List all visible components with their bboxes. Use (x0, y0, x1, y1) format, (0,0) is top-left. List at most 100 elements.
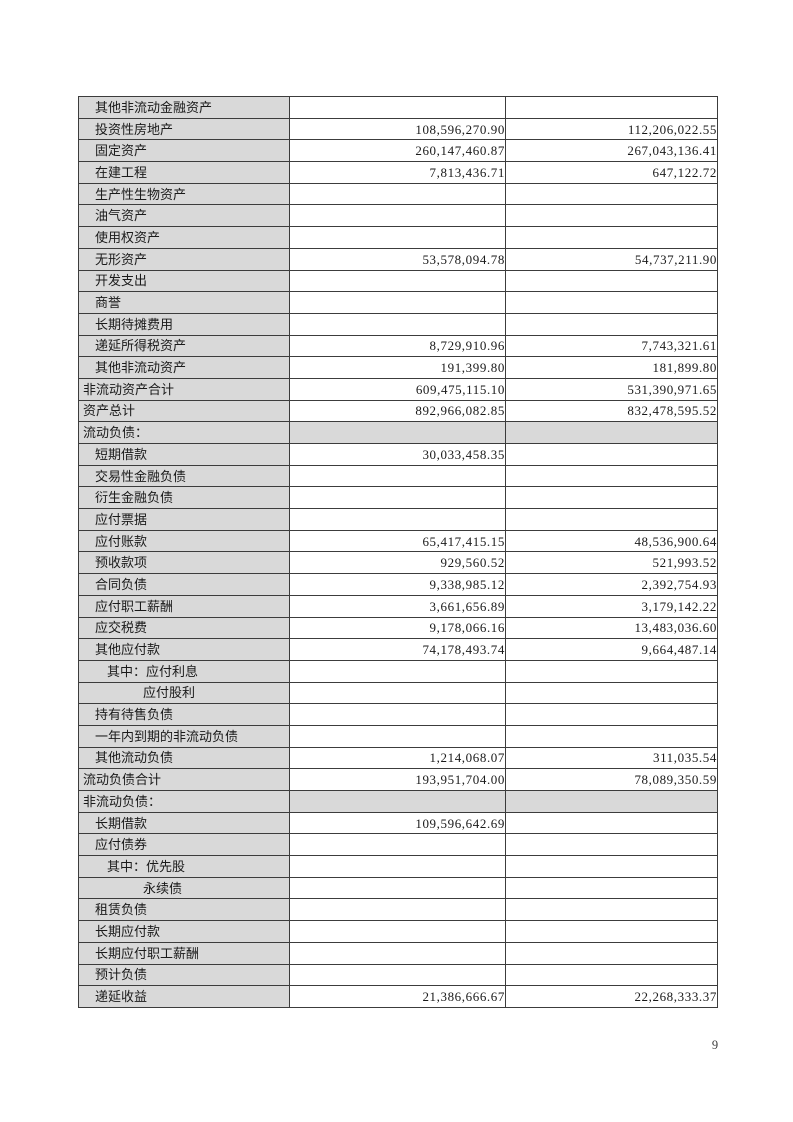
prior-period-value: 832,478,595.52 (505, 399, 718, 423)
current-period-value (289, 226, 506, 249)
prior-period-value (505, 226, 718, 249)
current-period-value (289, 96, 506, 119)
table-row: 应付票据 (78, 508, 718, 531)
prior-period-value (505, 920, 718, 943)
prior-period-value (505, 790, 718, 813)
prior-period-value (505, 312, 718, 336)
table-row: 递延收益 21,386,666.67 22,268,333.37 (78, 985, 718, 1008)
item-label: 租赁负债 (78, 898, 290, 922)
item-label: 一年内到期的非流动负债 (78, 724, 290, 748)
item-label: 开发支出 (78, 269, 290, 293)
item-label: 预收款项 (78, 551, 290, 575)
table-row: 递延所得税资产 8,729,910.96 7,743,321.61 (78, 334, 718, 358)
prior-period-value: 521,993.52 (505, 551, 718, 575)
current-period-value: 892,966,082.85 (289, 399, 506, 423)
table-row: 无形资产 53,578,094.78 54,737,211.90 (78, 247, 718, 271)
table-row: 其中：优先股 (78, 855, 718, 878)
item-label: 长期待摊费用 (78, 312, 290, 336)
prior-period-value (505, 941, 718, 965)
current-period-value: 3,661,656.89 (289, 594, 506, 618)
prior-period-value: 78,089,350.59 (505, 768, 718, 791)
table-row: 开发支出 (78, 269, 718, 293)
current-period-value: 65,417,415.15 (289, 529, 506, 553)
item-label: 递延收益 (78, 985, 290, 1008)
current-period-value (289, 724, 506, 748)
item-label: 合同负债 (78, 573, 290, 596)
current-period-value (289, 855, 506, 878)
current-period-value: 8,729,910.96 (289, 334, 506, 358)
table-row: 长期应付职工薪酬 (78, 941, 718, 965)
current-period-value: 191,399.80 (289, 356, 506, 379)
current-period-value (289, 681, 506, 705)
prior-period-value: 7,743,321.61 (505, 334, 718, 358)
prior-period-value (505, 703, 718, 726)
current-period-value (289, 291, 506, 314)
item-label: 其中：应付利息 (78, 659, 290, 683)
prior-period-value (505, 182, 718, 206)
prior-period-value: 3,179,142.22 (505, 594, 718, 618)
current-period-value (289, 898, 506, 922)
current-period-value: 7,813,436.71 (289, 161, 506, 184)
current-period-value: 109,596,642.69 (289, 811, 506, 835)
prior-period-value (505, 486, 718, 510)
prior-period-value: 647,122.72 (505, 161, 718, 184)
table-row: 其他非流动资产 191,399.80 181,899.80 (78, 356, 718, 379)
prior-period-value: 9,664,487.14 (505, 638, 718, 661)
item-label: 交易性金融负债 (78, 464, 290, 488)
current-period-value (289, 464, 506, 488)
table-row: 长期应付款 (78, 920, 718, 943)
table-row: 生产性生物资产 (78, 182, 718, 206)
table-row: 永续债 (78, 876, 718, 900)
table-row: 衍生金融负债 (78, 486, 718, 510)
prior-period-value (505, 508, 718, 531)
table-row: 合同负债 9,338,985.12 2,392,754.93 (78, 573, 718, 596)
item-label: 在建工程 (78, 161, 290, 184)
table-row: 固定资产 260,147,460.87 267,043,136.41 (78, 139, 718, 163)
prior-period-value: 311,035.54 (505, 746, 718, 770)
prior-period-value (505, 811, 718, 835)
current-period-value: 108,596,270.90 (289, 117, 506, 141)
table-row: 其他流动负债 1,214,068.07 311,035.54 (78, 746, 718, 770)
table-row: 长期借款 109,596,642.69 (78, 811, 718, 835)
table-row: 预收款项 929,560.52 521,993.52 (78, 551, 718, 575)
item-label: 使用权资产 (78, 226, 290, 249)
prior-period-value (505, 833, 718, 857)
item-label: 生产性生物资产 (78, 182, 290, 206)
current-period-value: 1,214,068.07 (289, 746, 506, 770)
current-period-value (289, 421, 506, 444)
item-label: 非流动负债： (78, 790, 290, 813)
current-period-value (289, 876, 506, 900)
prior-period-value (505, 204, 718, 228)
table-row: 应付账款 65,417,415.15 48,536,900.64 (78, 529, 718, 553)
current-period-value: 74,178,493.74 (289, 638, 506, 661)
current-period-value (289, 508, 506, 531)
table-row: 使用权资产 (78, 226, 718, 249)
current-period-value (289, 486, 506, 510)
item-label: 固定资产 (78, 139, 290, 163)
prior-period-value: 22,268,333.37 (505, 985, 718, 1008)
current-period-value: 9,338,985.12 (289, 573, 506, 596)
prior-period-value: 54,737,211.90 (505, 247, 718, 271)
item-label: 资产总计 (78, 399, 290, 423)
item-label: 其他流动负债 (78, 746, 290, 770)
prior-period-value (505, 464, 718, 488)
item-label: 其中：优先股 (78, 855, 290, 878)
current-period-value: 9,178,066.16 (289, 616, 506, 640)
current-period-value (289, 920, 506, 943)
item-label: 短期借款 (78, 443, 290, 466)
table-row: 应付职工薪酬 3,661,656.89 3,179,142.22 (78, 594, 718, 618)
table-row: 资产总计 892,966,082.85 832,478,595.52 (78, 399, 718, 423)
item-label: 应付股利 (78, 681, 290, 705)
item-label: 无形资产 (78, 247, 290, 271)
current-period-value (289, 703, 506, 726)
current-period-value (289, 182, 506, 206)
item-label: 油气资产 (78, 204, 290, 228)
table-row: 预计负债 (78, 963, 718, 987)
item-label: 流动负债： (78, 421, 290, 444)
prior-period-value: 13,483,036.60 (505, 616, 718, 640)
table-row: 应交税费 9,178,066.16 13,483,036.60 (78, 616, 718, 640)
balance-table-body: 其他非流动金融资产 投资性房地产 108,596,270.90 112,206,022… (78, 96, 718, 1008)
current-period-value: 53,578,094.78 (289, 247, 506, 271)
item-label: 应交税费 (78, 616, 290, 640)
prior-period-value: 267,043,136.41 (505, 139, 718, 163)
